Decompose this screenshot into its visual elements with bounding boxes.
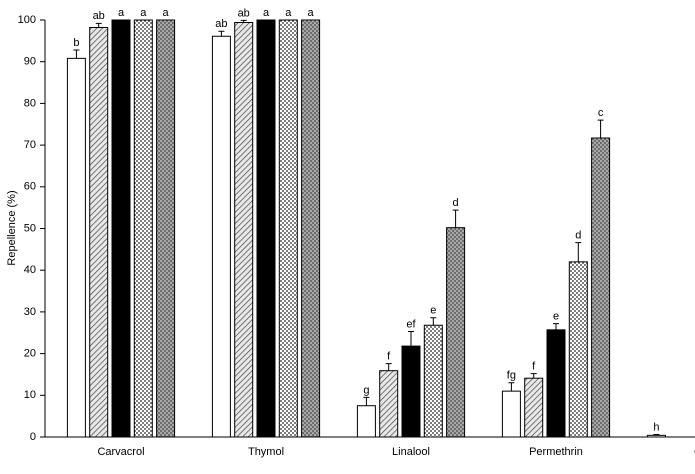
y-tick-label: 70: [24, 139, 36, 151]
bar: [501, 390, 521, 438]
bar: [546, 329, 566, 438]
error-bar: [653, 433, 660, 436]
x-tick-label: Carvacrol: [97, 446, 144, 458]
bar: [423, 324, 443, 438]
bar: [591, 137, 611, 438]
error-bar: [240, 19, 247, 23]
bar: [356, 405, 376, 438]
significance-letter: h: [653, 421, 659, 433]
significance-letter: d: [575, 230, 581, 242]
y-tick-label: 40: [24, 264, 36, 276]
significance-letter: ef: [406, 318, 416, 330]
significance-letter: a: [308, 7, 315, 19]
bar: [211, 35, 231, 438]
bar: [89, 27, 109, 438]
y-tick-label: 90: [24, 56, 36, 68]
y-tick-label: 20: [24, 348, 36, 360]
x-tick-label: Co: [694, 446, 695, 458]
error-bar: [363, 396, 370, 406]
significance-letter: e: [430, 305, 436, 317]
x-tick-label: Permethrin: [529, 446, 583, 458]
bar: [379, 370, 399, 438]
significance-letter: f: [387, 351, 391, 363]
significance-letter: ab: [215, 18, 227, 30]
x-tick-label: Thymol: [248, 446, 284, 458]
significance-letter: d: [453, 197, 459, 209]
bar: [401, 345, 421, 438]
y-tick-label: 50: [24, 222, 36, 234]
y-tick-label: 100: [18, 14, 36, 26]
y-tick-label: 30: [24, 306, 36, 318]
significance-letter: a: [163, 7, 170, 19]
y-tick-label: 80: [24, 97, 36, 109]
bar: [256, 19, 276, 438]
y-axis-label: Repellence (%): [6, 190, 18, 265]
bar: [66, 57, 86, 438]
error-bar: [408, 330, 414, 347]
bar: [156, 19, 176, 438]
y-tick-label: 0: [30, 431, 36, 443]
significance-letter: a: [118, 7, 125, 19]
bar: [111, 19, 131, 438]
error-bar: [452, 209, 459, 228]
significance-letter: e: [553, 310, 559, 322]
bar: [646, 434, 666, 438]
error-bar: [95, 22, 102, 28]
y-tick-label: 10: [24, 389, 36, 401]
significance-letter: c: [598, 107, 604, 119]
error-bar: [597, 119, 604, 139]
x-tick-label: Linalool: [392, 446, 430, 458]
bar: [278, 19, 298, 438]
error-bar: [530, 373, 537, 379]
significance-letter: a: [140, 7, 147, 19]
error-bar: [553, 323, 559, 330]
significance-letter: b: [73, 37, 79, 49]
bar: [524, 377, 544, 438]
significance-letter: ab: [93, 10, 105, 22]
significance-letter: fg: [507, 370, 516, 382]
bar: [301, 19, 321, 438]
significance-letter: ab: [238, 7, 250, 19]
significance-letter: g: [363, 384, 369, 396]
significance-letter: f: [532, 361, 536, 373]
significance-letter: a: [263, 7, 270, 19]
y-tick-label: 60: [24, 181, 36, 193]
bar: [133, 19, 153, 438]
bar: [446, 227, 466, 438]
significance-letter: a: [285, 7, 292, 19]
error-bar: [218, 30, 225, 37]
bar: [568, 261, 588, 438]
error-bar: [385, 363, 392, 371]
bar: [234, 22, 254, 438]
error-bar: [575, 242, 582, 262]
error-bar: [73, 49, 80, 59]
error-bar: [508, 382, 515, 392]
error-bar: [430, 317, 437, 326]
